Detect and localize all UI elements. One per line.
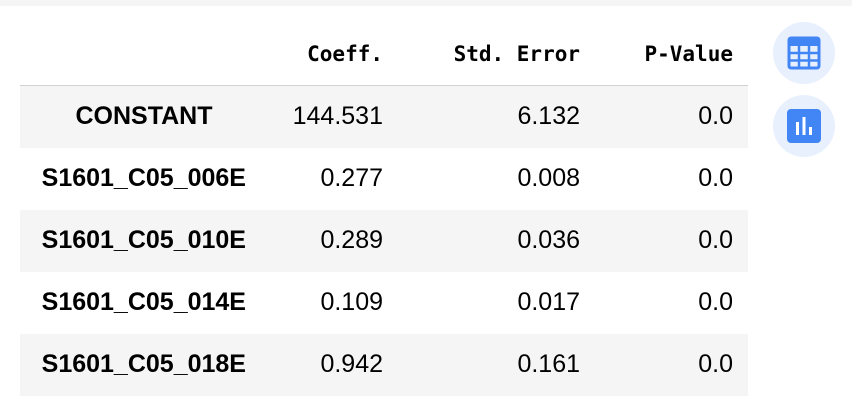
row-label: S1601_C05_014E bbox=[41, 288, 246, 316]
row-label: CONSTANT bbox=[75, 102, 213, 131]
header-row: Coeff. Std. Error P-Value bbox=[20, 22, 748, 86]
p-value-cell: 0.0 bbox=[698, 226, 733, 254]
index-header bbox=[20, 22, 268, 86]
row-label: S1601_C05_010E bbox=[41, 226, 246, 254]
table-body: CONSTANT 144.531 6.132 0.0 S1601_C05_006… bbox=[20, 85, 748, 396]
coeff-cell: 0.277 bbox=[320, 164, 383, 192]
table-header: Coeff. Std. Error P-Value bbox=[20, 22, 748, 86]
convert-to-interactive-table-button[interactable] bbox=[773, 22, 835, 84]
p-value-cell: 0.0 bbox=[698, 102, 733, 131]
p-value-cell: 0.0 bbox=[698, 350, 733, 378]
table-icon bbox=[787, 36, 821, 70]
column-header-coeff: Coeff. bbox=[268, 22, 398, 86]
cell-top-strip bbox=[0, 0, 852, 6]
std-error-cell: 6.132 bbox=[517, 102, 580, 131]
dataframe-table: Coeff. Std. Error P-Value CONSTANT 144.5… bbox=[20, 22, 748, 396]
table-row: S1601_C05_014E 0.109 0.017 0.0 bbox=[20, 271, 748, 334]
table-row: S1601_C05_006E 0.277 0.008 0.0 bbox=[20, 147, 748, 210]
std-error-cell: 0.017 bbox=[517, 288, 580, 316]
table-row: S1601_C05_010E 0.289 0.036 0.0 bbox=[20, 209, 748, 272]
table-row: CONSTANT 144.531 6.132 0.0 bbox=[20, 85, 748, 148]
row-label: S1601_C05_006E bbox=[41, 164, 246, 192]
std-error-cell: 0.161 bbox=[517, 350, 580, 378]
row-label: S1601_C05_018E bbox=[41, 350, 246, 378]
column-header-std-error: Std. Error bbox=[398, 22, 595, 86]
coeff-cell: 144.531 bbox=[292, 102, 383, 131]
std-error-cell: 0.036 bbox=[517, 226, 580, 254]
column-header-p-value: P-Value bbox=[595, 22, 748, 86]
coeff-cell: 0.109 bbox=[320, 288, 383, 316]
coeff-cell: 0.942 bbox=[320, 350, 383, 378]
suggest-charts-button[interactable] bbox=[773, 95, 835, 157]
bar-chart-icon bbox=[787, 109, 821, 143]
coeff-cell: 0.289 bbox=[320, 226, 383, 254]
table-row: S1601_C05_018E 0.942 0.161 0.0 bbox=[20, 333, 748, 396]
std-error-cell: 0.008 bbox=[517, 164, 580, 192]
p-value-cell: 0.0 bbox=[698, 288, 733, 316]
p-value-cell: 0.0 bbox=[698, 164, 733, 192]
